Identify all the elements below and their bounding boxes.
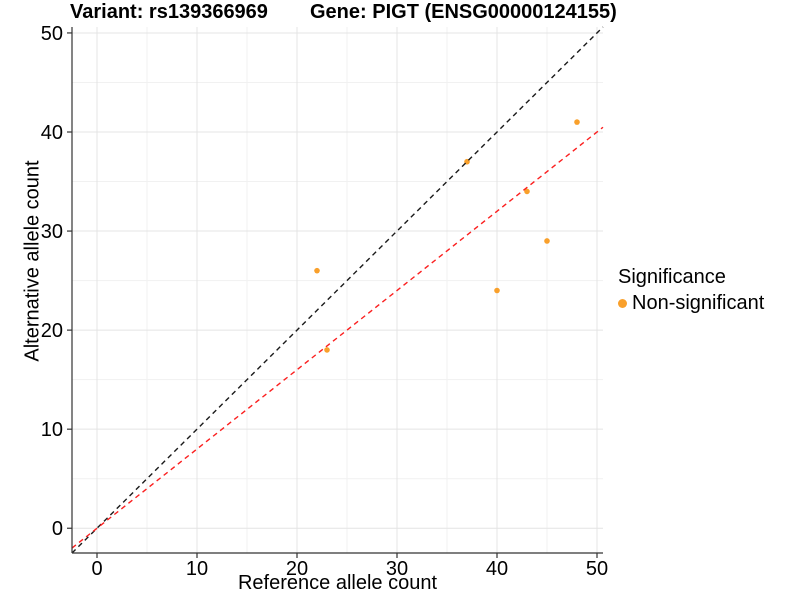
data-point: [494, 287, 500, 294]
y-tick-label: 0: [52, 518, 63, 540]
y-tick-label: 50: [41, 23, 63, 45]
x-tick-label: 10: [186, 558, 208, 580]
x-tick-label: 40: [486, 558, 508, 580]
x-axis-title: Reference allele count: [237, 572, 437, 594]
abline-identity: [71, 26, 604, 554]
gene-title: Gene: PIGT (ENSG00000124155): [310, 1, 617, 23]
legend-point-icon: [618, 299, 627, 308]
data-point: [324, 347, 330, 353]
x-tick-label: 20: [286, 558, 308, 580]
y-tick-label: 10: [41, 419, 63, 441]
x-tick-label: 30: [386, 558, 408, 580]
legend-item-non-significant: Non-significant: [618, 292, 764, 315]
data-point: [544, 238, 550, 244]
legend-title: Significance: [618, 266, 726, 288]
legend: Significance Non-significant: [618, 266, 764, 315]
legend-item-label: Non-significant: [632, 292, 765, 314]
data-point: [524, 188, 530, 195]
y-tick-label: 20: [41, 320, 63, 342]
variant-title: Variant: rs139366969: [70, 1, 268, 23]
y-tick-label: 30: [41, 221, 63, 243]
abline-expected: [71, 126, 604, 549]
data-point: [314, 267, 320, 274]
y-tick-label: 40: [41, 122, 63, 144]
y-axis-title-text: Alternative allele count: [21, 160, 44, 362]
x-tick-label: 0: [91, 558, 102, 580]
data-point: [464, 158, 470, 165]
x-tick-label: 50: [586, 558, 608, 580]
data-point: [574, 119, 580, 125]
